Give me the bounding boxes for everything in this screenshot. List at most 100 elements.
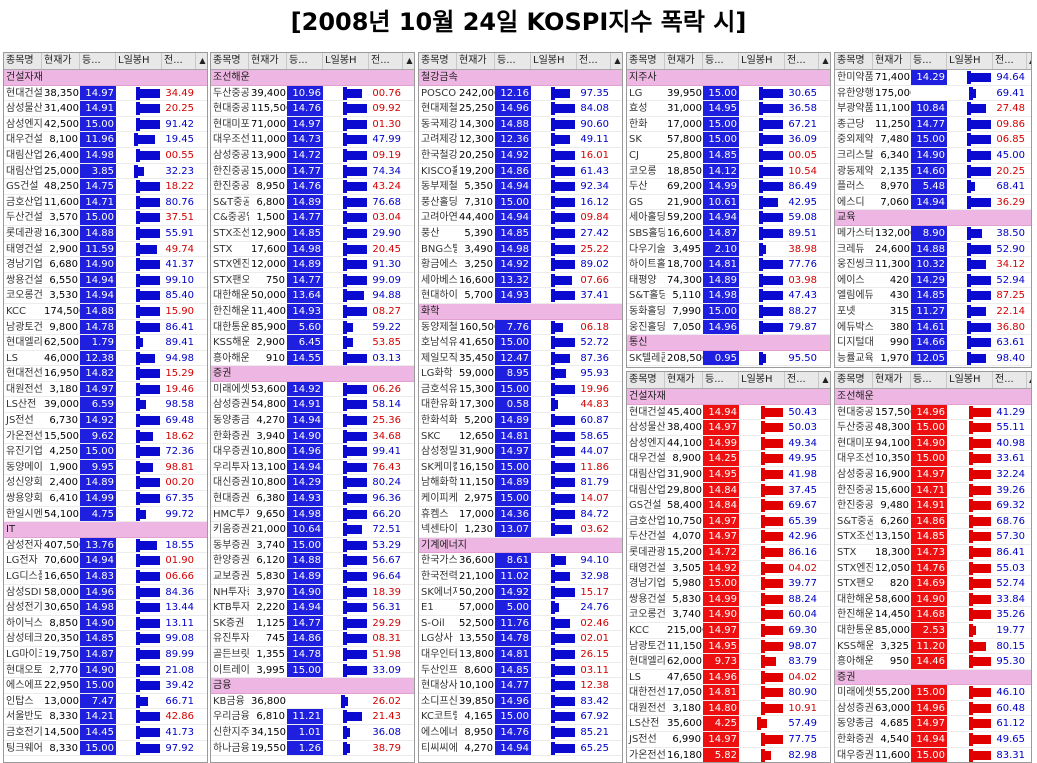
stock-row[interactable]: 쌍용양회 6,410 14.99 67.35 <box>4 491 207 507</box>
stock-row[interactable]: 엘림에듀 430 14.85 87.25 <box>835 288 1031 304</box>
stock-row[interactable]: 교보증권 5,830 14.89 96.64 <box>211 569 414 585</box>
stock-row[interactable]: 금호전기 14,500 14.45 41.73 <box>4 724 207 741</box>
stock-row[interactable]: JS전선 6,730 14.92 69.48 <box>4 413 207 429</box>
stock-row[interactable]: 종근당 11,250 14.77 09.86 <box>835 116 1031 133</box>
column-header-cell[interactable]: 등... <box>495 53 531 69</box>
stock-row[interactable]: STX 17,600 14.98 20.45 <box>211 241 414 258</box>
sector-header[interactable]: 조선해운 <box>211 70 414 86</box>
stock-row[interactable]: 넥센타이 1,230 13.07 03.62 <box>419 522 622 538</box>
stock-row[interactable]: 코오롱 18,850 14.12 10.54 <box>627 163 830 180</box>
column-header-cell[interactable]: 등... <box>911 53 947 69</box>
stock-row[interactable]: 코오롱건 3,740 14.90 60.04 <box>627 607 830 623</box>
stock-row[interactable]: 한진중공 15,000 14.77 74.34 <box>211 163 414 180</box>
stock-row[interactable]: LG전자 70,600 14.94 01.90 <box>4 553 207 569</box>
column-header-cell[interactable]: 종목명 <box>419 53 457 69</box>
stock-row[interactable]: 가온전선 15,500 9.62 18.62 <box>4 428 207 445</box>
stock-row[interactable]: 에이스 420 14.29 52.94 <box>835 272 1031 289</box>
column-header-cell[interactable]: 전... <box>993 372 1027 388</box>
stock-row[interactable]: 플러스 8,970 5.48 68.41 <box>835 179 1031 195</box>
stock-row[interactable]: 한화석화 5,200 14.89 60.87 <box>419 413 622 429</box>
stock-row[interactable]: 동부증권 3,740 15.00 53.29 <box>211 537 414 554</box>
column-header-cell[interactable]: 전... <box>785 53 819 69</box>
column-header-cell[interactable]: L일봉H <box>323 53 369 69</box>
sector-header[interactable]: 건설자재 <box>627 389 830 405</box>
stock-row[interactable]: 한화 17,000 15.00 67.21 <box>627 116 830 133</box>
stock-row[interactable]: 두산중공 48,300 15.00 55.11 <box>835 420 1031 436</box>
stock-row[interactable]: 소디프신 39,850 14.96 83.42 <box>419 693 622 710</box>
stock-row[interactable]: 동부제철 5,350 14.94 92.34 <box>419 179 622 195</box>
stock-row[interactable]: 가온전선 16,180 5.82 82.98 <box>627 747 830 762</box>
stock-row[interactable]: 한국전력 21,100 11.02 32.98 <box>419 569 622 585</box>
stock-row[interactable]: 동국제강 14,300 14.88 90.60 <box>419 116 622 133</box>
stock-row[interactable]: 롯데관광 16,300 14.88 55.91 <box>4 225 207 242</box>
stock-row[interactable]: 대한유화 17,300 0.58 44.83 <box>419 397 622 414</box>
column-header-cell[interactable]: 전... <box>162 53 196 69</box>
stock-row[interactable]: 크리스탈 6,340 14.90 45.00 <box>835 147 1031 164</box>
stock-panel-6[interactable]: 종목명 현재가 등... L일봉H 전... ▲ 건설자재 현대건설 45,400 14.94 50… <box>626 371 831 763</box>
stock-row[interactable]: 제일모직 35,450 12.47 87.36 <box>419 350 622 367</box>
column-header-cell[interactable]: 종목명 <box>211 53 249 69</box>
stock-row[interactable]: 웅진홀딩 7,050 14.96 79.87 <box>627 319 830 336</box>
column-header-cell[interactable]: 전... <box>993 53 1027 69</box>
stock-row[interactable]: 에스에프 22,950 15.00 39.42 <box>4 678 207 694</box>
stock-row[interactable]: 대우건설 8,900 14.25 49.95 <box>627 451 830 467</box>
column-header-cell[interactable]: L일봉H <box>116 53 162 69</box>
sector-header[interactable]: 화학 <box>419 303 622 320</box>
stock-row[interactable]: 대림산업 31,900 14.95 41.98 <box>627 466 830 483</box>
stock-row[interactable]: 에스디 7,060 14.94 36.29 <box>835 194 1031 211</box>
stock-row[interactable]: SK 57,800 15.00 36.09 <box>627 132 830 148</box>
stock-row[interactable]: 인탑스 13,000 7.47 66.71 <box>4 693 207 710</box>
stock-row[interactable]: 두산 69,200 14.99 86.49 <box>627 179 830 195</box>
stock-row[interactable]: 한국철강 20,250 14.92 16.01 <box>419 147 622 164</box>
stock-row[interactable]: 남광토건 11,150 14.95 98.07 <box>627 638 830 655</box>
stock-row[interactable]: 태영건설 3,505 14.92 04.02 <box>627 560 830 577</box>
column-header-cell[interactable]: 등... <box>287 53 323 69</box>
stock-row[interactable]: 동화홀딩 7,990 15.00 88.27 <box>627 303 830 320</box>
stock-row[interactable]: 웅진씽크 11,300 10.32 34.12 <box>835 257 1031 273</box>
stock-row[interactable]: 두산건설 4,070 14.97 42.96 <box>627 529 830 545</box>
stock-row[interactable]: 케이피케 2,975 15.00 14.07 <box>419 491 622 507</box>
column-header-cell[interactable]: 종목명 <box>627 372 665 388</box>
stock-row[interactable]: GS건설 58,400 14.84 69.67 <box>627 498 830 514</box>
stock-row[interactable]: 현대하이 5,700 14.93 37.41 <box>419 288 622 304</box>
stock-row[interactable]: 삼성물산 38,400 14.97 50.03 <box>627 420 830 436</box>
stock-row[interactable]: KTB투자 2,220 14.94 56.31 <box>211 600 414 616</box>
stock-row[interactable]: 삼성SDI 58,000 14.96 84.36 <box>4 584 207 601</box>
stock-row[interactable]: 유진투자 745 14.86 08.31 <box>211 631 414 647</box>
stock-row[interactable]: 롯데관광 15,200 14.72 86.16 <box>627 544 830 561</box>
stock-row[interactable]: 고려아연 44,400 14.94 09.84 <box>419 210 622 226</box>
stock-row[interactable]: 대림산업 25,000 3.85 32.23 <box>4 163 207 180</box>
stock-row[interactable]: STX조선 12,900 14.85 29.90 <box>211 225 414 242</box>
stock-row[interactable]: 디지털대 990 14.66 63.61 <box>835 335 1031 351</box>
stock-row[interactable]: 효성 31,000 14.95 36.58 <box>627 101 830 117</box>
stock-panel-1[interactable]: 종목명 현재가 등... L일봉H 전... ▲ 건설자재 현대건설 38,350 14.97 34… <box>3 52 208 763</box>
stock-row[interactable]: SK증권 1,125 14.77 29.29 <box>211 615 414 632</box>
stock-row[interactable]: 삼성증권 63,000 14.96 60.48 <box>835 700 1031 717</box>
stock-row[interactable]: E1 57,000 5.00 24.76 <box>419 600 622 616</box>
stock-row[interactable]: 세아홀딩 59,200 14.94 59.08 <box>627 210 830 226</box>
stock-row[interactable]: 삼성중공 16,900 14.97 32.24 <box>835 466 1031 483</box>
stock-row[interactable]: 현대제철 25,250 14.96 84.08 <box>419 101 622 117</box>
stock-row[interactable]: STX엔진 12,050 14.76 55.03 <box>835 560 1031 577</box>
stock-row[interactable]: 대우조선 11,000 14.73 47.99 <box>211 132 414 148</box>
stock-row[interactable]: LG화학 59,000 8.95 95.93 <box>419 366 622 382</box>
stock-row[interactable]: 동양메이 1,900 9.95 98.81 <box>4 459 207 476</box>
stock-row[interactable]: 남광토건 9,800 14.78 86.41 <box>4 319 207 336</box>
stock-row[interactable]: 유진기업 4,250 15.00 72.36 <box>4 444 207 460</box>
stock-row[interactable]: 대신증권 10,800 14.29 80.24 <box>211 475 414 492</box>
stock-row[interactable]: 삼성증권 54,800 14.91 58.14 <box>211 397 414 414</box>
stock-row[interactable]: 코오롱건 3,530 14.94 85.40 <box>4 288 207 304</box>
stock-row[interactable]: S&T홀딩 5,110 14.98 47.43 <box>627 288 830 304</box>
stock-row[interactable]: CJ 25,800 14.85 00.05 <box>627 147 830 164</box>
stock-row[interactable]: 현대미포 71,000 14.97 01.30 <box>211 116 414 133</box>
stock-row[interactable]: S-Oil 52,500 11.76 02.46 <box>419 615 622 632</box>
stock-row[interactable]: LG 39,950 15.00 30.65 <box>627 85 830 102</box>
stock-row[interactable]: 골든브릿 1,355 14.78 51.98 <box>211 646 414 663</box>
